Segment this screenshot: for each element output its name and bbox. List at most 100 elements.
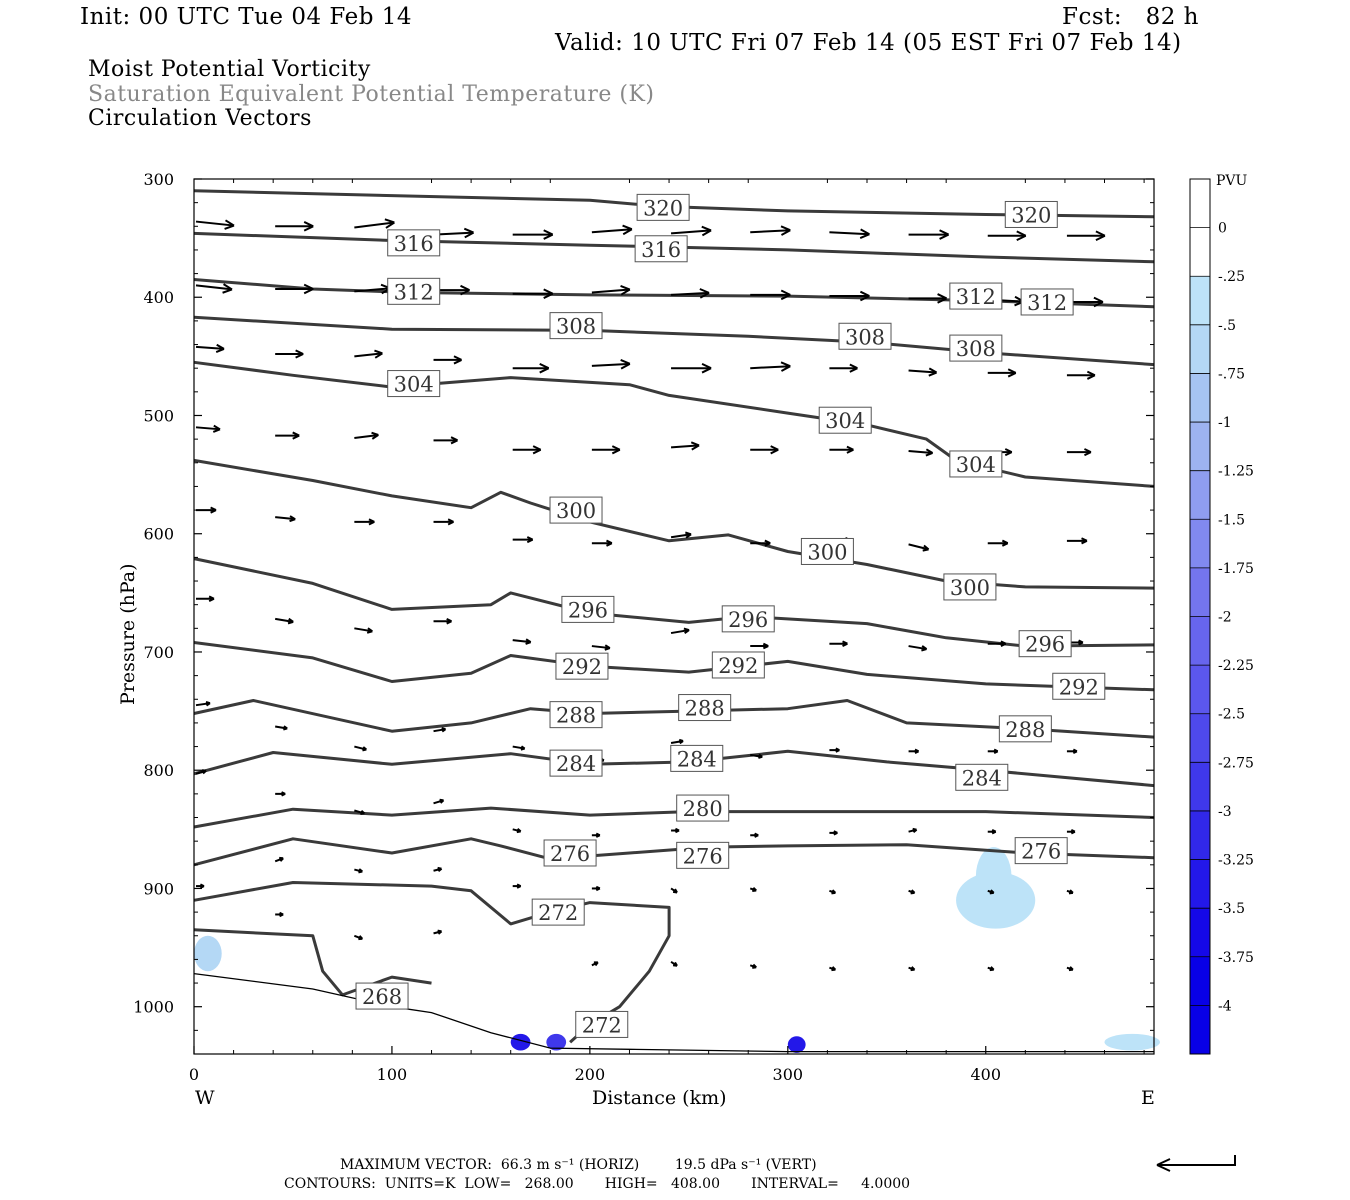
vector-arrow-104	[829, 889, 837, 895]
vector-arrow-9	[908, 229, 950, 240]
pv-shading	[194, 847, 1160, 1053]
vector-arrow-96	[196, 883, 205, 889]
contour-label-272-0: 272	[531, 898, 585, 926]
vector-arrow-82	[987, 748, 999, 754]
contour-284	[193, 749, 1155, 788]
colorbar-label-7: -1.75	[1218, 561, 1254, 577]
contour-316	[193, 231, 1155, 264]
colorbar-label-15: -3.75	[1218, 950, 1254, 966]
vector-arrow-60	[196, 595, 215, 603]
svg-text:272: 272	[582, 1013, 622, 1037]
y-tick-label-4: 700	[143, 643, 174, 662]
svg-text:300: 300	[807, 540, 847, 564]
vector-arrow-43	[750, 445, 779, 455]
svg-text:312: 312	[394, 280, 434, 304]
colorbar-swatch-10	[1190, 665, 1210, 714]
field-title-vectors: Circulation Vectors	[88, 106, 312, 131]
vector-arrow-2	[354, 218, 395, 229]
vector-arrow-25	[275, 349, 304, 359]
axes: 0 100 200 300 400 300 400 500 600 700 800 900 1000	[133, 170, 1154, 1084]
vector-arrow-66	[670, 627, 690, 635]
vector-arrow-17	[591, 284, 631, 296]
vector-arrow-12	[195, 283, 233, 294]
contour-label-296-0: 296	[561, 595, 615, 623]
contour-label-268-0: 268	[355, 982, 409, 1010]
vector-arrow-112	[670, 960, 678, 967]
y-tick-label-0: 300	[143, 170, 174, 189]
svg-text:284: 284	[962, 766, 1002, 790]
x-axis-label: Distance (km)	[592, 1087, 727, 1109]
svg-text:316: 316	[394, 232, 434, 256]
vector-arrow-8	[829, 228, 870, 240]
vector-arrow-68	[829, 640, 848, 647]
x-tick-label-2: 200	[575, 1065, 606, 1084]
vector-arrow-62	[354, 627, 373, 634]
vector-arrow-36	[195, 424, 221, 433]
colorbar-label-1: -.25	[1218, 269, 1245, 285]
vector-arrow-70	[987, 640, 1007, 647]
contour-label-316-1: 316	[634, 235, 688, 263]
colorbar-swatch-5	[1190, 422, 1210, 471]
x-tick-label-3: 300	[773, 1065, 804, 1084]
vector-arrow-26	[354, 349, 383, 359]
vector-arrow-41	[591, 445, 621, 455]
contour-label-272-1: 272	[575, 1010, 629, 1038]
vector-arrow-108	[275, 911, 284, 918]
svg-text:284: 284	[556, 752, 596, 776]
pv-patch-6	[1104, 1033, 1160, 1051]
contour-268	[193, 928, 432, 997]
colorbar-swatch-12	[1190, 762, 1210, 811]
vector-arrow-109	[353, 934, 364, 941]
svg-text:320: 320	[1011, 203, 1051, 227]
contour-296	[193, 557, 1155, 648]
colorbar-swatch-0	[1190, 179, 1210, 228]
terrain-surface	[193, 972, 1154, 1053]
vector-arrow-51	[433, 518, 454, 526]
contour-label-276-1: 276	[676, 841, 730, 869]
contour-label-284-1: 284	[670, 744, 724, 772]
vector-arrow-50	[354, 518, 375, 526]
east-label: E	[1141, 1087, 1155, 1109]
vector-arrow-24	[195, 343, 225, 353]
svg-text:312: 312	[1027, 291, 1067, 315]
svg-text:296: 296	[1025, 633, 1065, 657]
svg-text:292: 292	[562, 655, 602, 679]
vector-arrow-0	[195, 219, 235, 230]
vector-arrow-21	[908, 293, 948, 304]
vector-arrow-40	[512, 445, 542, 455]
vector-arrow-4	[512, 229, 554, 240]
svg-text:272: 272	[538, 901, 578, 925]
vector-arrow-65	[591, 644, 611, 651]
colorbar-swatch-4	[1190, 373, 1210, 423]
contour-label-320-0: 320	[636, 193, 690, 221]
vector-arrow-31	[750, 361, 791, 372]
contour-label-276-2: 276	[1014, 837, 1068, 865]
vector-arrow-85	[275, 791, 286, 797]
vector-arrow-59	[1066, 537, 1088, 545]
y-tick-label-3: 600	[143, 525, 174, 544]
svg-text:292: 292	[1059, 675, 1099, 699]
vector-arrow-35	[1066, 370, 1096, 380]
contour-label-288-2: 288	[998, 715, 1052, 743]
colorbar-swatch-8	[1190, 567, 1210, 617]
colorbar-swatch-11	[1190, 713, 1210, 763]
vector-arrow-72	[195, 700, 211, 707]
vector-arrow-100	[512, 883, 522, 889]
vector-arrow-102	[670, 887, 678, 894]
svg-text:304: 304	[825, 409, 865, 433]
y-tick-label-1: 400	[143, 288, 174, 307]
vector-arrow-97	[274, 856, 284, 863]
vector-arrow-107	[1066, 889, 1074, 895]
field-title-thetae: Saturation Equivalent Potential Temperat…	[88, 82, 655, 107]
contour-label-300-0: 300	[549, 496, 603, 524]
vector-arrow-33	[908, 367, 938, 377]
vector-arrow-32	[829, 363, 858, 373]
svg-text:304: 304	[956, 453, 996, 477]
colorbar-swatch-16	[1190, 956, 1210, 1006]
svg-text:308: 308	[956, 337, 996, 361]
colorbar-label-4: -1	[1218, 415, 1232, 431]
field-title-mpv: Moist Potential Vorticity	[88, 57, 371, 82]
contour-308	[193, 315, 1155, 367]
vector-arrow-44	[829, 445, 854, 454]
contour-272	[193, 881, 671, 1044]
